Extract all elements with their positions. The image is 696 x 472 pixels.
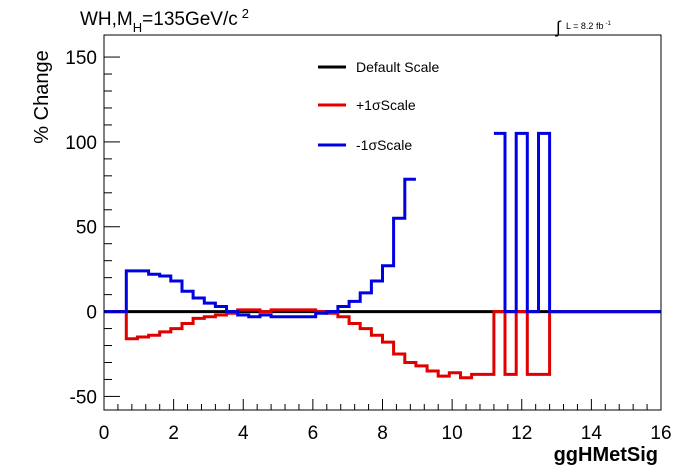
- title-prefix: WH,M: [80, 9, 133, 30]
- series-line-2: [104, 131, 661, 319]
- y-tick-label: 150: [65, 48, 97, 69]
- series-line-1: [104, 308, 661, 380]
- lumi-integral: ∫: [555, 18, 562, 37]
- x-tick-label: 2: [168, 423, 179, 444]
- x-tick-label: 10: [442, 423, 463, 444]
- title-subscript: H: [133, 20, 142, 35]
- x-tick-label: 0: [99, 423, 110, 444]
- lumi-text: L = 8.2 fb: [566, 21, 603, 31]
- chart-title: WH,MH=135GeV/c 2: [80, 6, 249, 35]
- y-tick-label: 50: [76, 218, 97, 239]
- y-axis-label: % Change: [31, 50, 53, 143]
- legend: Default Scale +1σScale -1σScale: [318, 59, 439, 153]
- legend-label-minus1sigma: -1σScale: [356, 137, 412, 153]
- y-tick-label: -50: [70, 387, 97, 408]
- title-main: =135GeV/c: [142, 9, 238, 30]
- legend-label-plus1sigma: +1σScale: [356, 97, 416, 113]
- x-tick-label: 16: [650, 423, 671, 444]
- title-superscript: 2: [242, 6, 249, 21]
- x-tick-label: 8: [377, 423, 388, 444]
- x-tick-label: 6: [308, 423, 319, 444]
- x-tick-label: 4: [238, 423, 249, 444]
- legend-label-default: Default Scale: [356, 59, 439, 75]
- series-layer: [104, 131, 661, 380]
- y-tick-label: 100: [65, 133, 97, 154]
- y-tick-label: 0: [86, 303, 97, 324]
- x-axis-label: ggHMetSig: [554, 444, 658, 466]
- x-tick-label: 14: [581, 423, 603, 444]
- x-tick-label: 12: [511, 423, 532, 444]
- lumi-superscript: -1: [605, 21, 611, 27]
- lumi-label: L = 8.2 fb -1: [566, 21, 611, 31]
